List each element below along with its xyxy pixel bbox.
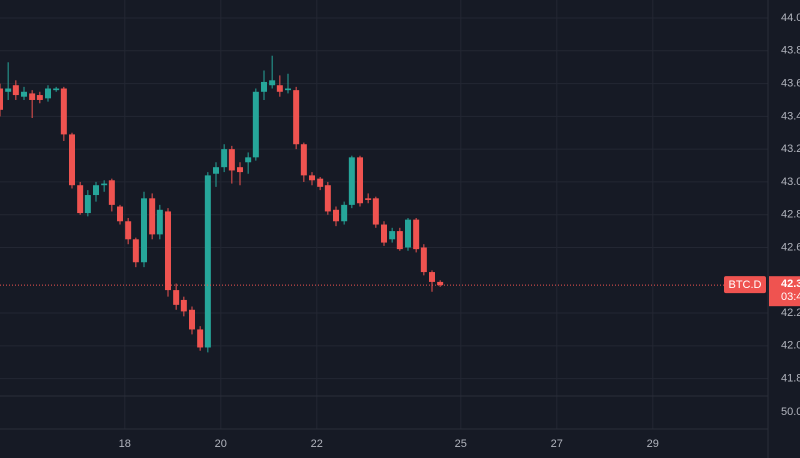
candle-body	[285, 88, 291, 91]
candle-body	[77, 185, 84, 214]
candle-body	[300, 144, 307, 176]
candle-body	[101, 183, 108, 186]
y-tick-label: 42.00	[781, 340, 800, 352]
candle-body	[381, 224, 387, 243]
candle-body	[141, 198, 147, 263]
candle-body	[413, 219, 420, 250]
candle-body	[372, 198, 379, 225]
y-tick-label: 44.00	[781, 12, 800, 24]
candle-body	[117, 206, 123, 222]
y-tick-label: 41.80	[781, 373, 800, 385]
candle-body	[437, 281, 444, 286]
y-tick-label: 43.80	[781, 45, 800, 57]
candle-body	[324, 185, 331, 212]
price-tag	[769, 276, 800, 307]
candle-body	[420, 247, 427, 273]
candle-body	[221, 149, 228, 168]
lower-pane-label: 50.00	[781, 406, 800, 418]
candle-body	[53, 88, 60, 91]
y-tick-label: 42.80	[781, 209, 800, 221]
candle-body	[213, 167, 219, 174]
candle-body	[204, 175, 211, 348]
candle-body	[165, 211, 171, 291]
last-price-label: 42.37	[781, 278, 800, 290]
candle-body	[173, 290, 180, 305]
x-tick-label: 29	[647, 438, 659, 450]
y-tick-label: 43.00	[781, 176, 800, 188]
candle-body	[21, 91, 27, 97]
candle-body	[252, 91, 259, 158]
candle-body	[228, 149, 235, 171]
candle-body	[0, 88, 3, 110]
candle-body	[180, 299, 187, 312]
candle-body	[84, 195, 91, 214]
candle-body	[245, 157, 252, 163]
candle-body	[237, 167, 243, 173]
candle-body	[293, 90, 300, 145]
y-tick-label: 42.20	[781, 307, 800, 319]
countdown-label: 03:4	[781, 291, 800, 303]
candle-body	[108, 180, 115, 205]
candle-body	[348, 157, 355, 205]
candle-body	[5, 88, 12, 92]
candle-body	[429, 272, 435, 282]
x-tick-label: 25	[455, 438, 467, 450]
candle-body	[93, 185, 99, 196]
candle-body	[45, 88, 51, 99]
candle-body	[69, 134, 75, 186]
y-tick-label: 43.20	[781, 143, 800, 155]
candle-body	[149, 198, 156, 235]
candle-body	[60, 88, 67, 135]
candle-body	[29, 93, 36, 100]
x-tick-label: 22	[311, 438, 323, 450]
x-tick-label: 18	[119, 438, 131, 450]
candle-body	[36, 95, 43, 100]
candle-body	[156, 209, 163, 235]
candle-body	[309, 175, 315, 181]
candle-body	[261, 81, 267, 92]
symbol-tag	[724, 276, 766, 294]
candle-body	[357, 157, 363, 204]
x-tick-label: 27	[551, 438, 563, 450]
candle-body	[125, 221, 132, 240]
candle-body	[132, 239, 139, 263]
candle-body	[269, 80, 276, 86]
candle-body	[317, 178, 324, 187]
candle-body	[405, 219, 411, 248]
x-tick-label: 20	[215, 438, 227, 450]
candle-body	[276, 85, 283, 92]
candle-body	[341, 204, 348, 222]
candle-body	[12, 85, 19, 96]
candle-body	[365, 198, 372, 200]
y-tick-label: 43.60	[781, 77, 800, 89]
candle-body	[189, 309, 195, 330]
candle-body	[197, 329, 204, 348]
candle-body	[333, 209, 339, 222]
symbol-label: BTC.D	[729, 279, 762, 291]
candle-body	[396, 231, 403, 250]
y-tick-label: 43.40	[781, 110, 800, 122]
candle-body	[389, 231, 396, 240]
y-tick-label: 42.60	[781, 241, 800, 253]
